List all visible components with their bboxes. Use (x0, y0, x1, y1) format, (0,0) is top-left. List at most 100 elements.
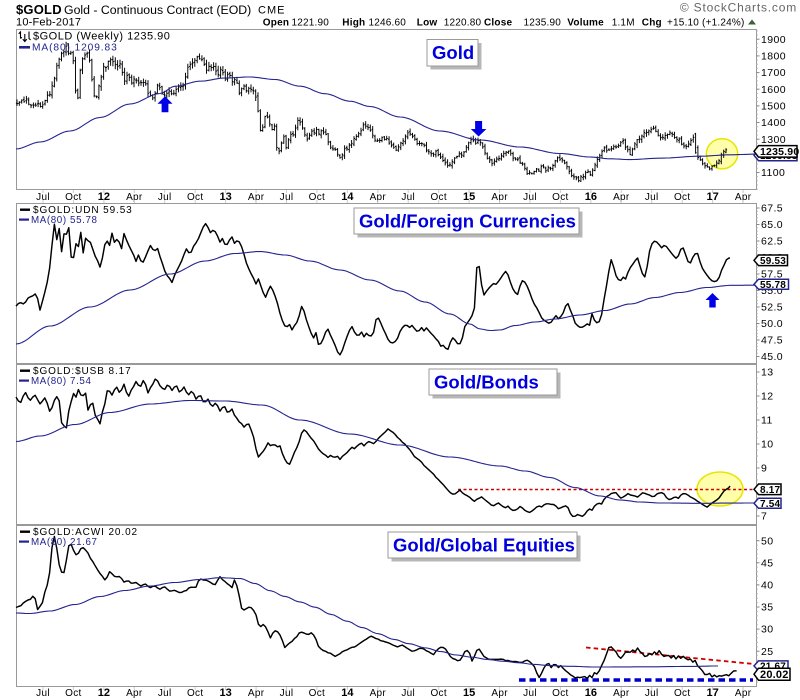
svg-text:Oct: Oct (187, 688, 203, 699)
svg-text:10: 10 (761, 439, 773, 451)
svg-text:Apr: Apr (370, 688, 387, 699)
svg-text:Oct: Oct (674, 688, 690, 699)
svg-text:67.5: 67.5 (761, 203, 783, 215)
svg-text:Oct: Oct (552, 688, 568, 699)
svg-text:Oct: Oct (309, 192, 325, 203)
svg-text:1600: 1600 (761, 84, 786, 96)
svg-text:50: 50 (761, 535, 773, 547)
svg-text:1700: 1700 (761, 67, 786, 79)
svg-text:8.17: 8.17 (760, 485, 781, 496)
svg-text:Apr: Apr (126, 192, 143, 203)
svg-text:17: 17 (706, 687, 718, 699)
svg-text:Oct: Oct (430, 688, 446, 699)
svg-text:Jul: Jul (36, 192, 50, 203)
svg-text:Jul: Jul (645, 192, 659, 203)
svg-text:MA(80) 1209.83: MA(80) 1209.83 (32, 43, 118, 54)
svg-text:12: 12 (98, 191, 110, 203)
svg-text:13: 13 (219, 687, 231, 699)
svg-text:Oct: Oct (430, 192, 446, 203)
svg-text:47.5: 47.5 (761, 335, 783, 347)
svg-text:Jul: Jul (158, 192, 172, 203)
svg-text:MA(80) 7.54: MA(80) 7.54 (31, 376, 92, 387)
svg-text:MA(80) 55.78: MA(80) 55.78 (31, 215, 98, 226)
svg-text:35: 35 (761, 602, 773, 614)
svg-text:9: 9 (761, 463, 767, 475)
svg-text:1900: 1900 (761, 34, 786, 46)
svg-text:Oct: Oct (187, 192, 203, 203)
svg-text:21.67: 21.67 (760, 662, 786, 673)
svg-text:Oct: Oct (674, 192, 690, 203)
svg-text:25: 25 (761, 646, 773, 658)
svg-text:Apr: Apr (248, 192, 265, 203)
svg-text:Oct: Oct (309, 688, 325, 699)
svg-text:Apr: Apr (735, 688, 752, 699)
svg-text:Apr: Apr (126, 688, 143, 699)
svg-text:17: 17 (706, 191, 718, 203)
svg-text:13: 13 (761, 367, 773, 379)
svg-text:14: 14 (341, 191, 354, 203)
svg-text:Jul: Jul (280, 192, 294, 203)
svg-text:62.5: 62.5 (761, 236, 783, 248)
svg-text:Gold - Continuous Contract (EO: Gold - Continuous Contract (EOD) (64, 3, 251, 17)
svg-text:Apr: Apr (735, 192, 752, 203)
svg-text:65.0: 65.0 (761, 219, 783, 231)
svg-text:Gold/Foreign Currencies: Gold/Foreign Currencies (359, 210, 576, 231)
svg-text:45.0: 45.0 (761, 351, 783, 363)
svg-text:Apr: Apr (613, 192, 630, 203)
svg-text:55.78: 55.78 (760, 280, 786, 291)
svg-text:30: 30 (761, 624, 773, 636)
svg-text:$GOLD (Weekly) 1235.90: $GOLD (Weekly) 1235.90 (33, 31, 170, 43)
svg-text:1800: 1800 (761, 51, 786, 63)
svg-text:Gold: Gold (432, 42, 474, 63)
svg-text:Jul: Jul (401, 192, 415, 203)
svg-text:Apr: Apr (248, 688, 265, 699)
svg-text:12: 12 (98, 687, 110, 699)
svg-text:7: 7 (761, 511, 767, 523)
svg-text:Gold/Bonds: Gold/Bonds (434, 371, 539, 392)
svg-text:Oct: Oct (552, 192, 568, 203)
svg-text:1235.90: 1235.90 (760, 146, 799, 158)
svg-text:Oct: Oct (65, 192, 81, 203)
svg-text:16: 16 (585, 191, 597, 203)
svg-text:15: 15 (463, 687, 475, 699)
svg-text:13: 13 (219, 191, 231, 203)
svg-text:1500: 1500 (761, 101, 786, 113)
svg-text:12: 12 (761, 391, 773, 403)
svg-text:1100: 1100 (761, 167, 785, 179)
svg-text:Apr: Apr (491, 192, 508, 203)
svg-text:7.54: 7.54 (760, 499, 781, 510)
svg-text:14: 14 (341, 687, 354, 699)
svg-text:Jul: Jul (645, 688, 659, 699)
svg-text:11: 11 (761, 415, 773, 427)
svg-text:MA(80) 21.67: MA(80) 21.67 (31, 537, 98, 548)
svg-text:Jul: Jul (523, 688, 537, 699)
svg-text:© StockCharts.com: © StockCharts.com (680, 1, 797, 15)
svg-text:$GOLD:$USB 8.17: $GOLD:$USB 8.17 (33, 366, 132, 377)
svg-text:16: 16 (585, 687, 597, 699)
svg-text:57.5: 57.5 (761, 269, 783, 281)
svg-text:50.0: 50.0 (761, 318, 783, 330)
svg-text:CME: CME (258, 5, 285, 17)
svg-text:$GOLD:UDN 59.53: $GOLD:UDN 59.53 (33, 205, 133, 216)
svg-text:20.02: 20.02 (760, 669, 789, 681)
svg-text:Jul: Jul (280, 688, 294, 699)
svg-text:Jul: Jul (36, 688, 50, 699)
svg-text:$GOLD:ACWI 20.02: $GOLD:ACWI 20.02 (33, 527, 138, 538)
svg-text:1400: 1400 (761, 117, 786, 129)
svg-text:Apr: Apr (613, 688, 630, 699)
svg-text:52.5: 52.5 (761, 302, 783, 314)
svg-text:45: 45 (761, 557, 773, 569)
svg-text:Jul: Jul (158, 688, 172, 699)
svg-text:10-Feb-2017: 10-Feb-2017 (16, 17, 81, 29)
svg-text:Jul: Jul (523, 192, 537, 203)
svg-text:1300: 1300 (761, 134, 786, 146)
svg-text:Gold/Global Equities: Gold/Global Equities (393, 534, 575, 555)
svg-text:59.53: 59.53 (760, 256, 786, 267)
svg-text:40: 40 (761, 580, 773, 592)
svg-text:Oct: Oct (65, 688, 81, 699)
svg-text:$GOLD: $GOLD (16, 2, 62, 17)
svg-text:15: 15 (463, 191, 475, 203)
svg-text:Apr: Apr (370, 192, 387, 203)
svg-text:Apr: Apr (491, 688, 508, 699)
